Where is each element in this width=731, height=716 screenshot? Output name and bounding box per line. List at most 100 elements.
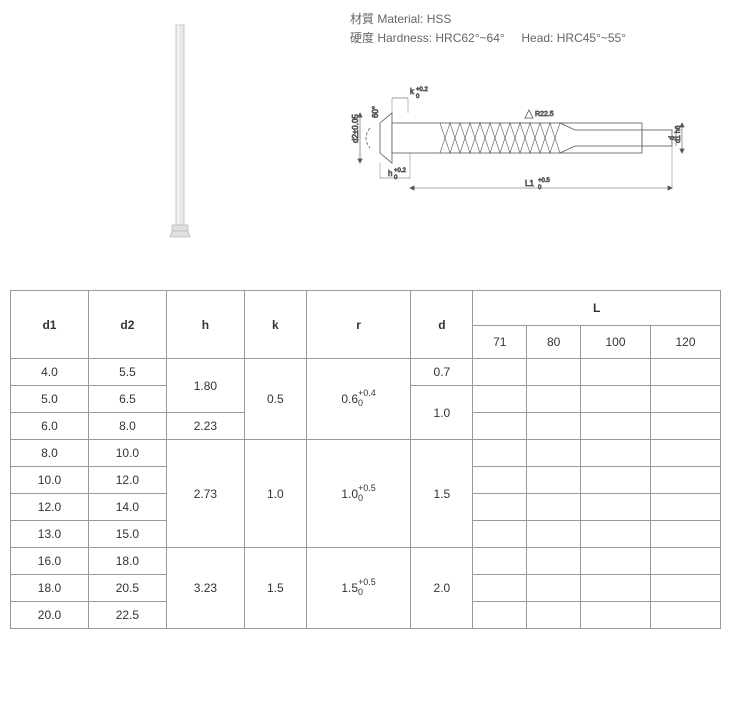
cell-L	[527, 440, 581, 467]
cell-d1: 5.0	[11, 386, 89, 413]
cell-d2: 8.0	[88, 413, 166, 440]
cell-L	[581, 413, 651, 440]
svg-text:d2±0.05: d2±0.05	[351, 114, 360, 143]
cell-L	[473, 359, 527, 386]
cell-L	[650, 467, 720, 494]
cell-L	[473, 521, 527, 548]
cell-L	[527, 521, 581, 548]
cell-L	[650, 521, 720, 548]
cell-L	[473, 413, 527, 440]
cell-d2: 6.5	[88, 386, 166, 413]
hardness-label: 硬度 Hardness:	[350, 31, 432, 45]
cell-L	[473, 494, 527, 521]
cell-L	[527, 548, 581, 575]
cell-d1: 18.0	[11, 575, 89, 602]
svg-text:+0.2: +0.2	[394, 168, 407, 174]
svg-text:h: h	[388, 169, 392, 178]
svg-text:d: d	[669, 136, 676, 140]
table-row: 4.05.51.800.50.6 +0.400.7	[11, 359, 721, 386]
cell-L	[581, 521, 651, 548]
cell-d1: 8.0	[11, 440, 89, 467]
col-L-71: 71	[473, 326, 527, 359]
cell-d1: 12.0	[11, 494, 89, 521]
svg-text:+0.2: +0.2	[416, 87, 429, 93]
cell-h: 2.23	[166, 413, 244, 440]
cell-L	[473, 548, 527, 575]
cell-d1: 10.0	[11, 467, 89, 494]
cell-L	[527, 494, 581, 521]
cell-d1: 6.0	[11, 413, 89, 440]
col-d: d	[411, 291, 473, 359]
cell-L	[581, 440, 651, 467]
col-L-100: 100	[581, 326, 651, 359]
cell-L	[650, 413, 720, 440]
cell-L	[473, 386, 527, 413]
col-L-80: 80	[527, 326, 581, 359]
cell-L	[527, 602, 581, 629]
svg-text:0: 0	[416, 94, 420, 100]
svg-text:+0.5: +0.5	[538, 178, 551, 184]
cell-d1: 16.0	[11, 548, 89, 575]
col-r: r	[306, 291, 411, 359]
cell-h: 3.23	[166, 548, 244, 629]
cell-d1: 13.0	[11, 521, 89, 548]
cell-d2: 10.0	[88, 440, 166, 467]
cell-h: 2.73	[166, 440, 244, 548]
cell-d2: 14.0	[88, 494, 166, 521]
material-label: 材質 Material:	[350, 12, 423, 26]
technical-drawing: 60° d2±0.05 k +0.2 0	[350, 68, 690, 218]
col-h: h	[166, 291, 244, 359]
cell-L	[473, 575, 527, 602]
cell-L	[650, 494, 720, 521]
cell-d2: 20.5	[88, 575, 166, 602]
cell-L	[581, 575, 651, 602]
table-row: 8.010.02.731.01.0 +0.501.5	[11, 440, 721, 467]
col-L: L	[473, 291, 721, 326]
cell-d: 1.5	[411, 440, 473, 548]
cell-k: 1.0	[244, 440, 306, 548]
cell-L	[473, 467, 527, 494]
cell-d2: 5.5	[88, 359, 166, 386]
cell-d: 0.7	[411, 359, 473, 386]
cell-d2: 15.0	[88, 521, 166, 548]
cell-L	[581, 386, 651, 413]
cell-d2: 22.5	[88, 602, 166, 629]
cell-L	[527, 575, 581, 602]
cell-L	[581, 494, 651, 521]
cell-L	[527, 359, 581, 386]
svg-text:k: k	[410, 87, 415, 96]
col-k: k	[244, 291, 306, 359]
cell-L	[473, 602, 527, 629]
cell-d: 1.0	[411, 386, 473, 440]
spec-table: d1 d2 h k r d L 71 80 100 120 4.05.51.80…	[10, 290, 721, 629]
cell-d2: 18.0	[88, 548, 166, 575]
svg-text:R22.5: R22.5	[535, 111, 554, 118]
cell-L	[650, 386, 720, 413]
product-image	[10, 10, 350, 260]
cell-L	[473, 440, 527, 467]
cell-d: 2.0	[411, 548, 473, 629]
cell-r: 0.6 +0.40	[306, 359, 411, 440]
material-info: 材質 Material: HSS 硬度 Hardness: HRC62°~64°…	[350, 10, 721, 48]
cell-r: 1.5 +0.50	[306, 548, 411, 629]
svg-text:L1: L1	[525, 179, 534, 188]
cell-d1: 20.0	[11, 602, 89, 629]
cell-L	[527, 467, 581, 494]
cell-L	[581, 359, 651, 386]
cell-L	[650, 548, 720, 575]
cell-L	[650, 440, 720, 467]
cell-L	[581, 548, 651, 575]
cell-k: 0.5	[244, 359, 306, 440]
cell-L	[650, 602, 720, 629]
cell-r: 1.0 +0.50	[306, 440, 411, 548]
head-value: HRC45°~55°	[557, 31, 626, 45]
col-d1: d1	[11, 291, 89, 359]
cell-L	[581, 602, 651, 629]
svg-text:60°: 60°	[371, 106, 380, 118]
table-row: 16.018.03.231.51.5 +0.502.0	[11, 548, 721, 575]
head-label: Head:	[521, 31, 553, 45]
cell-L	[650, 575, 720, 602]
cell-L	[581, 467, 651, 494]
cell-L	[650, 359, 720, 386]
cell-L	[527, 413, 581, 440]
